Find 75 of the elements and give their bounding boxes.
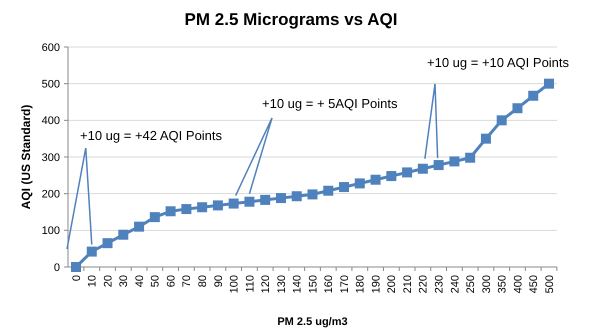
point: [244, 196, 254, 207]
point: [86, 246, 97, 257]
point: [512, 103, 522, 114]
point: [166, 206, 176, 216]
x-tick-label: 190: [370, 275, 382, 294]
point: [528, 90, 538, 101]
point: [102, 238, 113, 248]
x-tick-label: 100: [228, 275, 241, 294]
x-axis-title: PM 2.5 ug/m3: [277, 316, 348, 328]
x-tick-label: 400: [512, 275, 524, 294]
point: [339, 182, 350, 192]
x-tick-label: 220: [418, 275, 430, 294]
y-tick-label: 500: [42, 78, 60, 91]
point: [181, 204, 192, 214]
x-tick-label: 130: [276, 275, 288, 294]
x-tick-label: 80: [196, 275, 209, 288]
point: [354, 178, 365, 188]
point: [496, 115, 507, 126]
point: [276, 193, 286, 204]
x-tick-label: 30: [118, 275, 130, 288]
x-tick-label: 450: [528, 275, 540, 294]
point: [434, 160, 444, 170]
x-tick-label: 150: [307, 275, 320, 294]
y-tick-label: 400: [42, 115, 60, 128]
point: [134, 222, 144, 232]
point: [71, 262, 81, 272]
point: [323, 186, 334, 196]
point: [212, 200, 223, 210]
point: [449, 156, 460, 166]
x-tick-label: 250: [465, 275, 478, 294]
chart-title: PM 2.5 Micrograms vs AQI: [184, 10, 398, 29]
x-tick-label: 120: [260, 275, 272, 294]
point: [292, 191, 302, 202]
x-tick-label: 50: [150, 275, 162, 288]
x-tick-label: 20: [102, 275, 114, 288]
x-tick-label: 200: [386, 275, 398, 294]
x-tick-label: 0: [70, 275, 83, 282]
point: [402, 167, 412, 178]
x-tick-label: 300: [480, 275, 493, 294]
x-tick-label: 110: [244, 275, 256, 293]
y-tick-label: 200: [42, 188, 60, 201]
x-tick-label: 140: [292, 275, 304, 294]
point: [544, 78, 554, 89]
x-tick-label: 500: [544, 275, 556, 294]
point: [118, 230, 128, 240]
annotation: +10 ug = + 5AQI Points: [262, 96, 398, 111]
y-tick-label: 100: [42, 225, 60, 238]
y-axis-title: AQI (US Standard): [19, 104, 33, 210]
x-tick-label: 160: [323, 275, 336, 294]
x-tick-label: 230: [433, 275, 446, 294]
x-tick-label: 170: [338, 275, 351, 294]
x-tick-label: 350: [496, 275, 509, 294]
x-tick-label: 60: [165, 275, 178, 288]
point: [465, 152, 476, 163]
x-tick-label: 180: [354, 275, 367, 294]
annotation: +10 ug = +42 AQI Points: [80, 128, 223, 143]
point: [386, 171, 396, 182]
point: [150, 212, 160, 222]
x-tick-label: 240: [449, 275, 462, 294]
y-tick-label: 300: [42, 152, 60, 164]
x-tick-label: 70: [181, 275, 194, 288]
x-tick-label: 90: [212, 275, 225, 288]
y-tick-label: 0: [54, 262, 60, 274]
point: [308, 189, 318, 200]
point: [480, 134, 491, 144]
annotation: +10 ug = +10 AQI Points: [427, 55, 570, 70]
x-tick-label: 40: [134, 275, 146, 288]
point: [197, 202, 208, 212]
x-tick-label: 10: [86, 275, 99, 288]
point: [370, 174, 381, 185]
point: [228, 198, 239, 209]
point: [260, 194, 270, 205]
x-tick-label: 210: [402, 275, 414, 294]
point: [418, 164, 428, 174]
y-tick-label: 600: [42, 42, 60, 54]
